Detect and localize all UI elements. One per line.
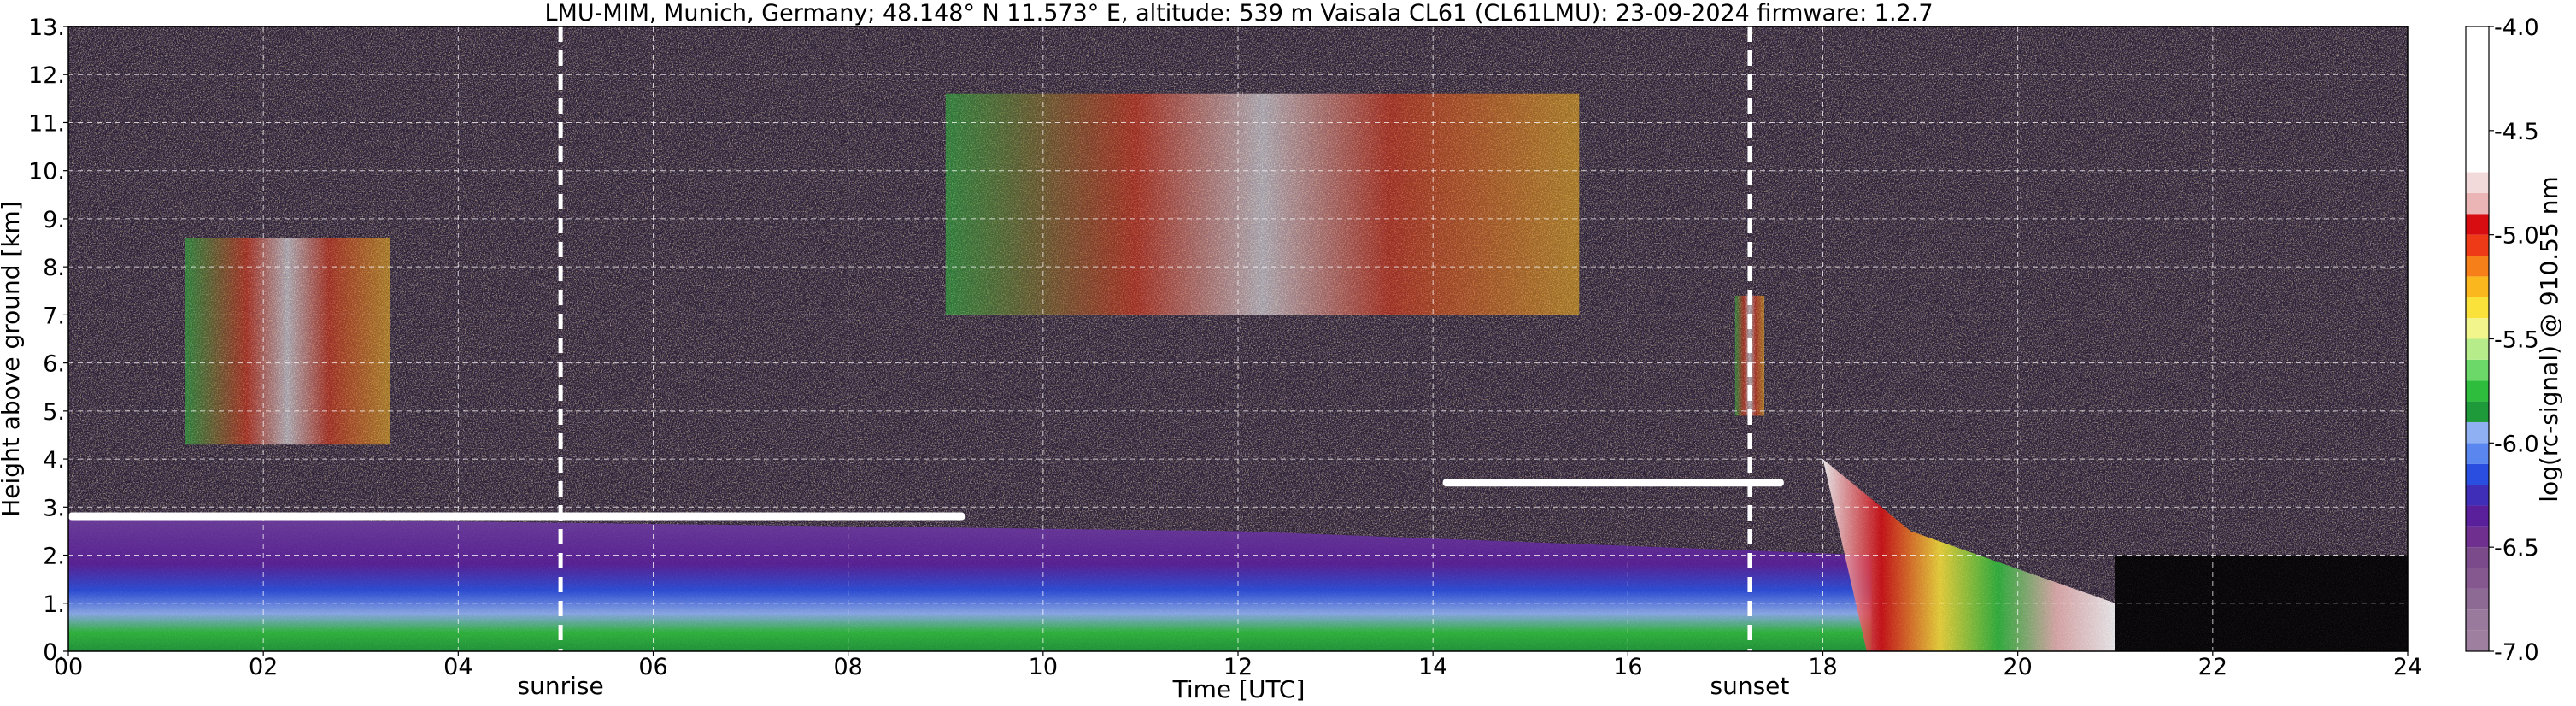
colorbar-tick-label: -4.0 (2494, 15, 2539, 41)
colorbar-level (2466, 26, 2489, 173)
chart-title: LMU-MIM, Munich, Germany; 48.148° N 11.5… (544, 0, 1933, 26)
y-tick-label: 3. (43, 495, 65, 521)
x-tick-label: 16 (1613, 654, 1642, 680)
colorbar-level (2466, 297, 2489, 319)
x-tick-label: 22 (2198, 654, 2227, 680)
colorbar-level (2466, 421, 2489, 444)
colorbar-label: log(rc-signal) @ 910.55 nm (2535, 176, 2563, 502)
x-tick-label: 14 (1418, 654, 1447, 680)
colorbar-level (2466, 276, 2489, 297)
colorbar-tick-label: -6.0 (2494, 431, 2539, 457)
colorbar-level (2466, 526, 2489, 548)
cirrus-3 (945, 93, 1580, 315)
colorbar-level (2466, 380, 2489, 402)
colorbar-level (2466, 401, 2489, 422)
y-tick-label: 2. (43, 544, 65, 570)
y-tick-label: 6. (43, 351, 65, 378)
colorbar-level (2466, 547, 2489, 568)
y-tick-label: 8. (43, 255, 65, 281)
colorbar-ticks: -4.0 -4.5 -5.0 -5.5 -6.0 -6.5 -7.0 (2489, 15, 2539, 666)
colorbar-tick-label: -7.0 (2494, 639, 2539, 666)
colorbar-tick-label: -4.5 (2494, 119, 2539, 145)
x-tick-label: 08 (833, 654, 862, 680)
x-tick-label: 24 (2393, 654, 2422, 680)
x-tick-label: 20 (2003, 654, 2032, 680)
y-tick-label: 11. (28, 110, 65, 137)
cloud-layer-1 (68, 512, 965, 521)
y-tick-label: 7. (43, 303, 65, 329)
colorbar-level (2466, 234, 2489, 256)
y-tick-label: 0. (43, 639, 65, 666)
signal-features (68, 93, 2408, 651)
colorbar-level (2466, 192, 2489, 215)
colorbar-level (2466, 318, 2489, 339)
y-axis-ticks: 0. 1. 2. 3. 4. 5. 6. 7. 8. 9. 10. 11. 12. 13. (28, 15, 68, 666)
plot-area: sunrise sunset (67, 26, 2409, 700)
colorbar-level (2466, 630, 2489, 651)
colorbar-level (2466, 505, 2489, 527)
x-tick-label: 10 (1029, 654, 1058, 680)
y-tick-label: 5. (43, 399, 65, 426)
y-axis-label: Height above ground [km] (0, 201, 25, 517)
colorbar-level (2466, 172, 2489, 193)
x-axis-label: Time [UTC] (1172, 675, 1306, 703)
y-tick-label: 4. (43, 447, 65, 474)
y-tick-label: 10. (28, 159, 65, 185)
x-tick-label: 06 (638, 654, 667, 680)
x-tick-label: 12 (1223, 654, 1253, 680)
boundary-layer-band (68, 516, 1872, 651)
sun-markers: sunrise sunset (518, 26, 1790, 700)
colorbar-level (2466, 463, 2489, 485)
colorbar-level (2466, 588, 2489, 610)
colorbar-tick-label: -5.0 (2494, 223, 2539, 250)
y-tick-label: 13. (28, 15, 65, 41)
colorbar-tick-label: -5.5 (2494, 327, 2539, 354)
x-tick-label: 04 (443, 654, 472, 680)
colorbar-level (2466, 256, 2489, 277)
colorbar-level (2466, 443, 2489, 464)
y-tick-label: 12. (28, 62, 65, 89)
x-tick-label: 18 (1808, 654, 1837, 680)
marker-label-sunrise: sunrise (518, 672, 604, 700)
colorbar-level (2466, 214, 2489, 235)
colorbar-level (2466, 485, 2489, 506)
y-tick-label: 1. (43, 591, 65, 618)
colorbar-level (2466, 359, 2489, 381)
colorbar-level (2466, 609, 2489, 631)
colorbar: -4.0 -4.5 -5.0 -5.5 -6.0 -6.5 -7.0 log(rc-sign… (2465, 15, 2563, 666)
x-axis-ticks: 00 02 04 06 08 10 12 14 16 18 20 22 24 (54, 651, 2422, 680)
colorbar-tick-label: -6.5 (2494, 535, 2539, 562)
colorbar-level (2466, 338, 2489, 360)
x-tick-label: 00 (54, 654, 83, 680)
marker-label-sunset: sunset (1710, 672, 1790, 700)
cirrus-2 (185, 238, 390, 445)
axes: 00 02 04 06 08 10 12 14 16 18 20 22 24 0. 1. 2. 3. 4. 5. 6… (0, 0, 2422, 703)
cloud-layer-5 (1442, 479, 1784, 487)
colorbar-level (2466, 568, 2489, 589)
colorbar-levels (2466, 26, 2489, 651)
y-tick-label: 9. (43, 207, 65, 233)
x-tick-label: 02 (249, 654, 278, 680)
